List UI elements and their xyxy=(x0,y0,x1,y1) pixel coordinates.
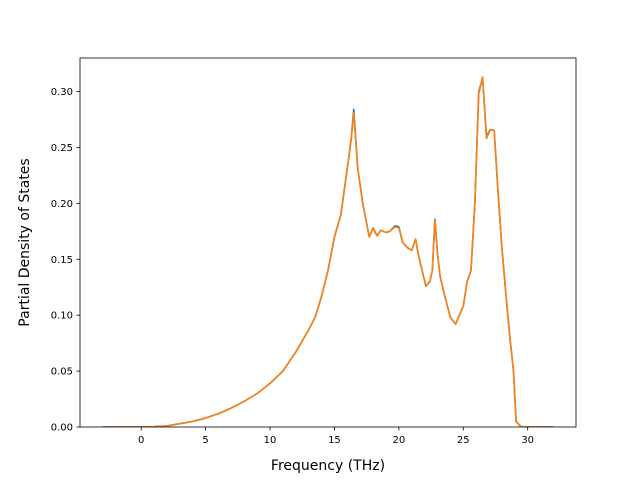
y-axis-label: Partial Density of States xyxy=(17,158,33,326)
y-tick-label: 0.20 xyxy=(51,199,73,210)
y-tick-label: 0.05 xyxy=(51,367,73,378)
x-axis-label: Frequency (THz) xyxy=(271,458,385,474)
y-tick-label: 0.00 xyxy=(51,423,73,434)
series-line-2 xyxy=(102,76,554,427)
x-tick-label: 0 xyxy=(138,435,144,446)
y-tick-label: 0.30 xyxy=(51,87,73,98)
x-tick-label: 5 xyxy=(202,435,208,446)
x-tick-label: 25 xyxy=(457,435,470,446)
x-tick-label: 15 xyxy=(328,435,341,446)
x-tick-label: 20 xyxy=(392,435,405,446)
y-tick-label: 0.25 xyxy=(51,143,73,154)
y-tick-label: 0.15 xyxy=(51,255,73,266)
y-axis-ticks: 0.00 0.05 0.10 0.15 0.20 0.25 0.30 xyxy=(51,87,80,434)
y-tick-label: 0.10 xyxy=(51,311,73,322)
x-tick-label: 10 xyxy=(264,435,277,446)
axes-frame xyxy=(79,57,577,428)
x-tick-label: 30 xyxy=(521,435,534,446)
plot-area xyxy=(102,76,554,427)
x-axis-ticks: 0 5 10 15 20 25 30 xyxy=(138,427,534,446)
